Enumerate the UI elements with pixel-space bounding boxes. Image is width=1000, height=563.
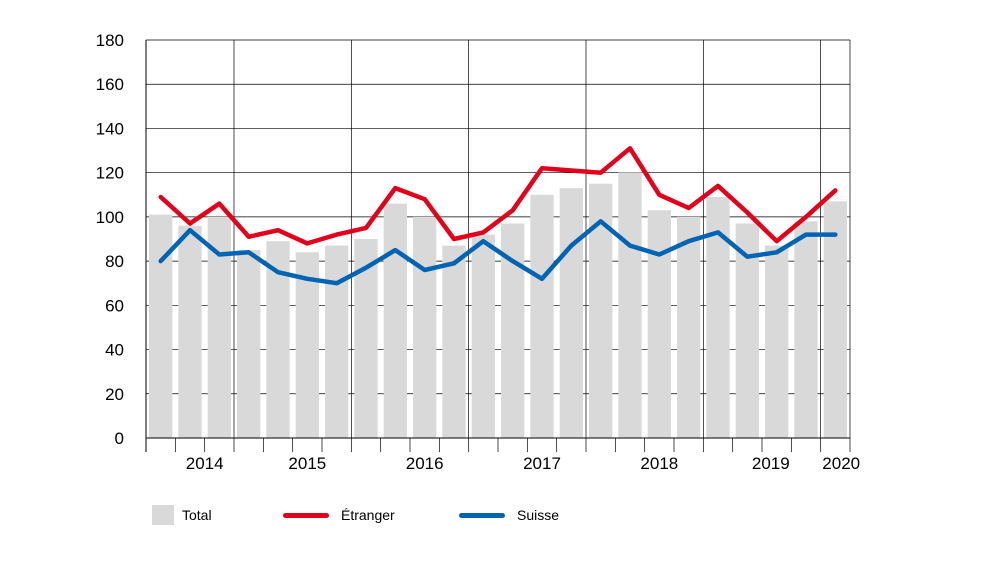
bar-total: [501, 223, 525, 438]
legend-item-suisse: Suisse: [459, 503, 559, 527]
bar-total: [735, 223, 759, 438]
legend-swatch-suisse: [459, 512, 505, 518]
legend-label-etranger: Étranger: [341, 507, 395, 523]
bar-total: [794, 221, 818, 438]
bar-total: [178, 225, 202, 438]
y-tick-label: 120: [96, 164, 124, 183]
line-etranger: [158, 146, 838, 246]
bar-total: [559, 188, 583, 438]
bar-total: [589, 183, 613, 438]
legend-label-suisse: Suisse: [517, 507, 560, 523]
y-tick-label: 100: [96, 208, 124, 227]
bar-total: [149, 214, 173, 438]
x-tick-label: 2016: [406, 454, 444, 473]
bar-total: [765, 245, 789, 438]
legend: Total Étranger Suisse: [0, 503, 1000, 527]
bar-total: [383, 203, 407, 438]
x-tick-label: 2017: [523, 454, 561, 473]
y-tick-label: 60: [105, 296, 124, 315]
bar-total: [266, 241, 290, 438]
bar-total: [677, 216, 701, 438]
y-tick-label: 80: [105, 252, 124, 271]
x-tick-label: 2015: [288, 454, 326, 473]
legend-label-total: Total: [182, 507, 212, 523]
legend-swatch-etranger: [283, 512, 329, 518]
x-tick-label: 2019: [752, 454, 790, 473]
legend-item-etranger: Étranger: [283, 503, 395, 527]
bar-total: [706, 196, 730, 438]
bar-total: [413, 216, 437, 438]
bar-total: [471, 234, 495, 438]
x-tick-label: 2018: [640, 454, 678, 473]
y-tick-label: 160: [96, 75, 124, 94]
bar-total: [295, 252, 319, 438]
y-tick-label: 20: [105, 385, 124, 404]
bar-total: [354, 239, 378, 438]
bar-total: [618, 172, 642, 438]
x-tick-label: 2020: [822, 454, 860, 473]
y-tick-label: 40: [105, 341, 124, 360]
bar-total: [530, 194, 554, 438]
legend-swatch-total: [152, 505, 174, 525]
bar-total: [207, 216, 231, 438]
bar-total: [647, 210, 671, 438]
bar-total: [823, 201, 847, 438]
y-tick-label: 140: [96, 119, 124, 138]
y-tick-label: 0: [115, 429, 124, 448]
bar-total: [442, 245, 466, 438]
y-tick-label: 180: [96, 31, 124, 50]
x-tick-label: 2014: [186, 454, 224, 473]
bar-total: [237, 250, 261, 438]
legend-item-total: Total: [152, 503, 212, 527]
line-suisse: [158, 219, 838, 286]
bar-total: [325, 245, 349, 438]
